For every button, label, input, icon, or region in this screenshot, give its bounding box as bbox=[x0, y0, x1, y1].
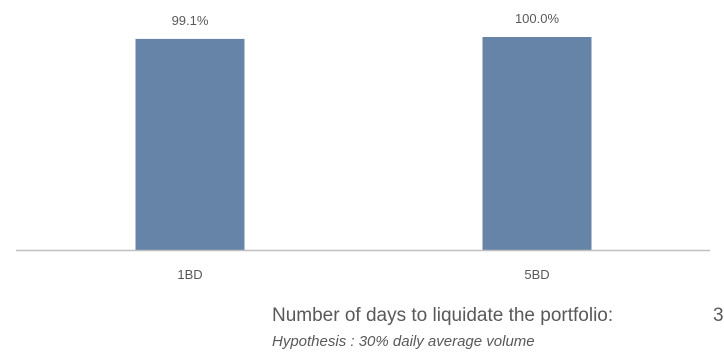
bar-1bd bbox=[135, 38, 245, 251]
liquidation-row: Number of days to liquidate the portfoli… bbox=[272, 305, 724, 333]
footnote: Number of days to liquidate the portfoli… bbox=[272, 305, 724, 350]
liquidation-value: 3 bbox=[713, 305, 724, 326]
x-tick-label-1bd: 1BD bbox=[177, 267, 202, 282]
data-label-1bd: 99.1% bbox=[172, 13, 209, 28]
hypothesis-note: Hypothesis : 30% daily average volume bbox=[272, 333, 535, 350]
liquidation-label: Number of days to liquidate the portfoli… bbox=[272, 305, 614, 326]
data-label-5bd: 100.0% bbox=[515, 11, 560, 26]
bar-5bd bbox=[482, 37, 592, 250]
data-labels-group: 99.1% 100.0% bbox=[172, 11, 560, 28]
x-tick-label-5bd: 5BD bbox=[524, 267, 549, 282]
x-tick-labels-group: 1BD 5BD bbox=[177, 267, 549, 282]
bars-group bbox=[135, 37, 592, 251]
bar-chart: 99.1% 100.0% 1BD 5BD bbox=[16, 11, 710, 282]
